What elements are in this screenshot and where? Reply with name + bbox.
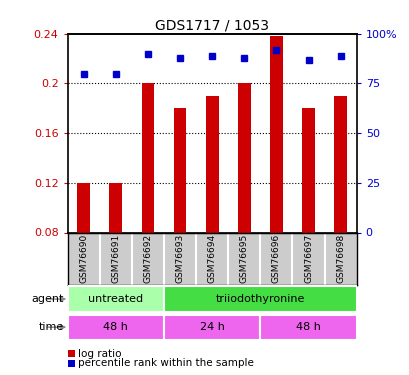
Text: GSM76695: GSM76695: [239, 234, 248, 284]
Bar: [77, 183, 90, 232]
Text: 24 h: 24 h: [199, 322, 224, 332]
Bar: [301, 108, 314, 232]
Bar: [141, 83, 154, 232]
Text: GSM76694: GSM76694: [207, 234, 216, 284]
Text: log ratio: log ratio: [78, 349, 121, 358]
Bar: [109, 183, 122, 232]
Text: triiodothyronine: triiodothyronine: [215, 294, 304, 304]
Text: percentile rank within the sample: percentile rank within the sample: [78, 358, 253, 368]
Title: GDS1717 / 1053: GDS1717 / 1053: [155, 19, 269, 33]
Bar: [164, 286, 356, 312]
Text: untreated: untreated: [88, 294, 143, 304]
Bar: [67, 315, 164, 340]
Text: 48 h: 48 h: [103, 322, 128, 332]
Bar: [205, 96, 218, 232]
Text: GSM76697: GSM76697: [303, 234, 312, 284]
Bar: [269, 36, 282, 232]
Text: GSM76691: GSM76691: [111, 234, 120, 284]
Bar: [164, 315, 260, 340]
Bar: [260, 315, 356, 340]
Text: GSM76698: GSM76698: [335, 234, 344, 284]
Bar: [67, 286, 164, 312]
Bar: [173, 108, 186, 232]
Bar: [237, 83, 250, 232]
Bar: [333, 96, 346, 232]
Text: GSM76692: GSM76692: [143, 234, 152, 284]
Text: 48 h: 48 h: [295, 322, 320, 332]
Text: GSM76693: GSM76693: [175, 234, 184, 284]
Text: GSM76690: GSM76690: [79, 234, 88, 284]
Text: GSM76696: GSM76696: [271, 234, 280, 284]
Text: time: time: [38, 322, 63, 332]
Text: agent: agent: [31, 294, 63, 304]
